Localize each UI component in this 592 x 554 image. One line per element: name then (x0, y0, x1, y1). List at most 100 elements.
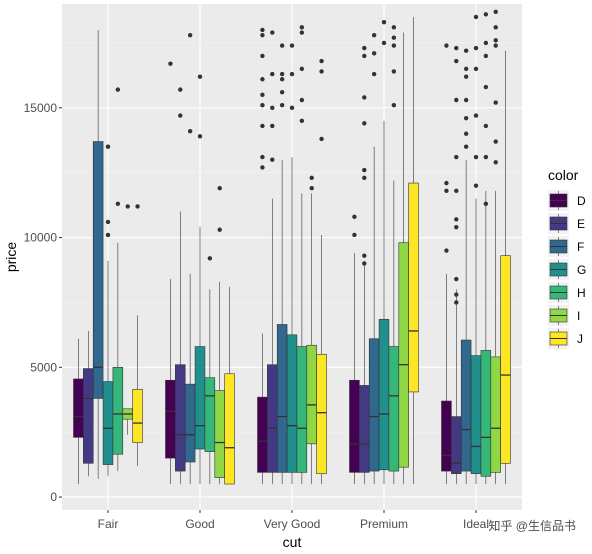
box-F-fair (92, 141, 104, 399)
outlier-point (178, 87, 183, 92)
outlier-point (483, 40, 489, 46)
outlier-point (260, 165, 265, 170)
box-I-ideal (490, 356, 501, 473)
outlier-point (454, 45, 459, 51)
outlier-point (493, 9, 498, 14)
outlier-point (270, 157, 275, 162)
outlier-point (371, 71, 377, 77)
outlier-point (371, 32, 377, 38)
outlier-point (105, 219, 111, 225)
outlier-point (493, 43, 498, 48)
boxes-layer (73, 141, 511, 485)
outlier-point (391, 25, 397, 30)
outlier-point (178, 113, 183, 118)
outlier-point (463, 48, 469, 53)
outlier-point (289, 105, 295, 110)
outlier-point (105, 144, 111, 149)
x-axis: Fair Good Very Good Premium Ideal (98, 510, 489, 531)
outlier-point (463, 74, 469, 79)
outlier-point (115, 201, 121, 207)
box-J-good (224, 373, 235, 485)
box-G-very-good (286, 334, 298, 473)
outlier-point (473, 154, 479, 160)
outlier-point (463, 66, 469, 72)
x-tick-label: Premium (360, 517, 408, 531)
outlier-point (279, 90, 285, 95)
outlier-point (309, 186, 314, 191)
outlier-point (454, 292, 459, 297)
outlier-point (299, 97, 305, 103)
outlier-point (299, 66, 305, 72)
outlier-point (270, 123, 275, 129)
outlier-point (319, 136, 324, 142)
outlier-point (362, 53, 367, 59)
box-H-good (204, 377, 216, 452)
box-E-fair (83, 368, 94, 464)
outlier-point (260, 92, 265, 98)
watermark-text: 知乎 @生信品书 (488, 519, 576, 533)
outlier-point (197, 134, 203, 139)
box-G-ideal (470, 355, 482, 474)
outlier-point (483, 123, 489, 129)
outlier-point (463, 131, 469, 136)
outlier-point (260, 77, 265, 82)
outlier-point (454, 300, 459, 305)
y-tick-label: 10000 (24, 231, 58, 245)
outlier-point (362, 121, 367, 126)
outlier-point (260, 103, 265, 108)
legend-title: color (548, 167, 579, 183)
outlier-point (371, 51, 377, 56)
outlier-point (105, 232, 111, 238)
outlier-point (362, 167, 367, 173)
outlier-point (463, 144, 469, 149)
x-tick-label: Fair (98, 517, 119, 531)
box-D-ideal (441, 400, 452, 472)
box-H-very-good (296, 346, 308, 473)
outlier-point (279, 71, 285, 77)
legend-label: E (577, 217, 585, 231)
outlier-point (260, 27, 265, 33)
outlier-point (493, 25, 498, 30)
outlier-point (473, 14, 479, 20)
outlier-point (493, 160, 498, 165)
box-D-premium (349, 379, 360, 473)
outlier-point (381, 40, 387, 46)
box-E-good (175, 364, 186, 472)
outlier-point (299, 30, 305, 35)
legend-label: I (577, 309, 580, 323)
outlier-point (362, 253, 367, 258)
outlier-point (299, 118, 305, 123)
y-tick-label: 5000 (30, 360, 57, 374)
outlier-point (352, 214, 357, 219)
outlier-point (279, 103, 285, 108)
box-H-ideal (480, 350, 492, 477)
outlier-point (483, 53, 489, 59)
outlier-point (473, 45, 479, 51)
whiskers-layer (78, 16, 506, 485)
outlier-point (473, 113, 479, 118)
outlier-point (125, 204, 130, 209)
outlier-point (217, 227, 222, 232)
outlier-point (289, 43, 295, 48)
outlier-point (493, 38, 498, 43)
outlier-point (473, 183, 479, 188)
outlier-point (309, 175, 314, 181)
outlier-point (260, 123, 265, 129)
legend-label: G (577, 263, 586, 277)
y-tick-label: 15000 (24, 101, 58, 115)
outlier-point (260, 154, 265, 160)
outlier-point (362, 45, 367, 51)
outlier-point (279, 43, 285, 48)
box-J-ideal (500, 255, 511, 464)
outlier-point (270, 30, 275, 35)
box-F-good (184, 383, 196, 463)
box-D-very-good (257, 396, 268, 473)
outliers-layer (105, 9, 498, 305)
box-G-good (194, 346, 206, 450)
outlier-point (454, 97, 459, 103)
outlier-point (207, 256, 213, 261)
outlier-point (463, 115, 469, 121)
x-tick-label: Good (185, 517, 214, 531)
outlier-point (454, 154, 459, 160)
outlier-point (454, 224, 459, 230)
